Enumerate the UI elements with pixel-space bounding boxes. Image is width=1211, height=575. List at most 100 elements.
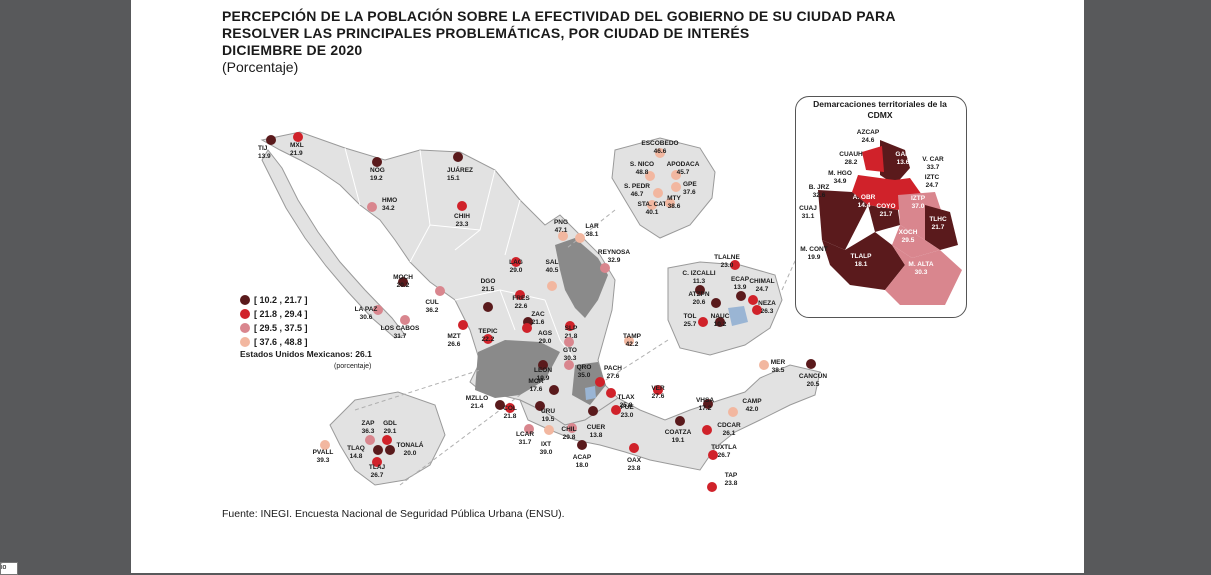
title-block: PERCEPCIÓN DE LA POBLACIÓN SOBRE LA EFEC… [222, 8, 982, 76]
city-dot [736, 291, 746, 301]
city-value: 30.3 [564, 355, 577, 362]
city-name: PUE [620, 404, 634, 411]
city-value: 21.8 [504, 413, 517, 420]
city-dot [647, 200, 657, 210]
city-name: CAMP [742, 398, 762, 405]
city-value: 39.3 [317, 457, 330, 464]
city-value: 23.0 [621, 412, 634, 419]
city-name: OAX [627, 457, 642, 464]
city-value: 48.8 [636, 169, 649, 176]
city-value: 27.6 [652, 393, 665, 400]
city-value: 32.9 [608, 257, 621, 264]
city-name: TAMP [623, 333, 642, 340]
city-name: NAUC [711, 313, 730, 320]
city-name: CHIH [454, 213, 470, 220]
city-dot [435, 286, 445, 296]
legend-label: [ 29.5 , 37.5 ] [254, 323, 308, 333]
city-name: PVALL [313, 449, 334, 456]
city-name: LEON [534, 367, 552, 374]
city-value: 15.1 [447, 175, 460, 182]
city-name: MZLLO [466, 395, 488, 402]
city-dot [645, 171, 655, 181]
city-dot [703, 399, 713, 409]
city-name: MXL [290, 142, 304, 149]
city-name: TLALNE [714, 254, 740, 261]
legend-item: [ 37.6 , 48.8 ] [240, 335, 308, 349]
state-borders [344, 147, 576, 361]
city-name: COL [503, 405, 517, 412]
cdmx-inset-title: Demarcaciones territoriales de la CDMX [813, 99, 947, 120]
baja-california [261, 149, 406, 339]
city-dot [588, 406, 598, 416]
city-value: 13.9 [258, 153, 271, 160]
city-dot [558, 231, 568, 241]
city-dot [595, 377, 605, 387]
city-dot [730, 260, 740, 270]
city-name: VHSA [696, 397, 714, 404]
city-value: 13.8 [590, 432, 603, 439]
city-value: 10.2 [714, 321, 727, 328]
city-name: MER [771, 359, 786, 366]
map-legend: [ 10.2 , 21.7 ] [ 21.8 , 29.4 ] [ 29.5 ,… [240, 293, 308, 349]
city-dot [549, 385, 559, 395]
city-value: 20.5 [807, 381, 820, 388]
inset-monterrey [611, 137, 716, 239]
city-name: APODACA [667, 161, 700, 168]
city-name: SAL [546, 259, 559, 266]
city-value: 23.8 [725, 480, 738, 487]
city-dot [565, 321, 575, 331]
city-dot [702, 425, 712, 435]
city-dot [575, 233, 585, 243]
city-value: 23.8 [628, 465, 641, 472]
city-value: 25.7 [684, 321, 697, 328]
city-dot [511, 257, 521, 267]
city-dot [373, 305, 383, 315]
city-dot [671, 182, 681, 192]
city-name: QRO [577, 364, 592, 371]
city-name: ZAC [531, 311, 545, 318]
city-value: 24.7 [756, 286, 769, 293]
cdmx-inset-frame [795, 96, 967, 318]
city-value: 29.0 [510, 267, 523, 274]
city-dot [483, 334, 493, 344]
city-dot [655, 148, 665, 158]
city-dot [453, 152, 463, 162]
city-name: TUXTLA [711, 444, 737, 451]
city-name: NOG [370, 167, 385, 174]
city-dot [382, 435, 392, 445]
city-name: NEZA [758, 300, 776, 307]
city-value: 19.9 [537, 375, 550, 382]
city-dot [535, 401, 545, 411]
city-name: LAG [509, 259, 523, 266]
city-dot [495, 400, 505, 410]
city-value: 38.6 [668, 203, 681, 210]
city-dot [707, 482, 717, 492]
national-number: 26.1 [355, 349, 372, 359]
city-value: 37.6 [683, 189, 696, 196]
city-name: JUÁREZ [447, 165, 473, 174]
